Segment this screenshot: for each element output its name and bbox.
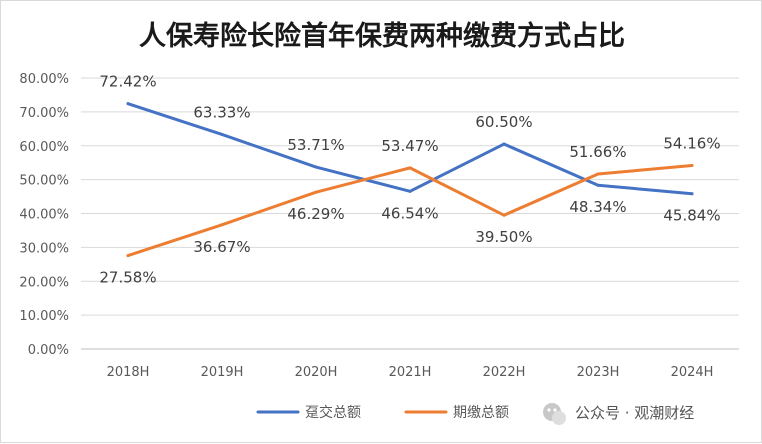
axis-labels: 0.00% 10.00% 20.00% 30.00% 40.00% 50.00% 60.00…	[19, 72, 713, 380]
y-tick-label: 30.00%	[19, 241, 69, 256]
data-label: 46.54%	[381, 204, 438, 222]
data-label: 39.50%	[475, 228, 532, 246]
y-tick-label: 70.00%	[19, 106, 69, 121]
wechat-icon	[543, 403, 566, 425]
data-point	[126, 102, 130, 106]
data-label: 45.84%	[663, 207, 720, 225]
data-point	[690, 164, 694, 168]
y-tick-label: 80.00%	[19, 72, 69, 87]
watermark-text: 公众号 · 观潮财经	[575, 404, 694, 422]
watermark: 公众号 · 观潮财经	[543, 403, 694, 425]
data-labels: 72.42% 63.33% 53.71% 46.54% 60.50% 48.34% 45.8…	[99, 73, 720, 287]
y-tick-label: 60.00%	[19, 140, 69, 155]
data-label: 46.29%	[287, 205, 344, 223]
legend-label: 趸交总额	[305, 404, 361, 421]
data-label: 27.58%	[99, 269, 156, 287]
data-point	[690, 192, 694, 196]
legend: 趸交总额 期缴总额	[256, 404, 509, 421]
data-label: 51.66%	[569, 143, 626, 161]
x-tick-label: 2024H	[671, 365, 714, 380]
x-tick-label: 2022H	[483, 365, 526, 380]
data-point	[314, 165, 318, 169]
data-label: 48.34%	[569, 198, 626, 216]
data-point	[408, 166, 412, 170]
legend-label: 期缴总额	[453, 405, 509, 421]
y-tick-label: 10.00%	[19, 309, 69, 324]
x-tick-label: 2021H	[389, 365, 432, 380]
y-tick-label: 0.00%	[28, 343, 69, 358]
data-point	[314, 190, 318, 194]
y-tick-label: 50.00%	[19, 174, 69, 189]
x-tick-label: 2019H	[201, 365, 244, 380]
data-label: 72.42%	[99, 73, 156, 91]
series-lines	[126, 102, 694, 258]
data-label: 53.47%	[381, 137, 438, 155]
x-tick-label: 2023H	[577, 365, 620, 380]
data-label: 36.67%	[193, 238, 250, 256]
y-tick-label: 20.00%	[19, 275, 69, 290]
data-label: 63.33%	[193, 103, 250, 121]
data-point	[126, 254, 130, 258]
data-point	[502, 142, 506, 146]
data-point	[220, 223, 224, 227]
data-point	[596, 172, 600, 176]
x-tick-label: 2018H	[107, 365, 150, 380]
chart-title: 人保寿险长险首年保费两种缴费方式占比	[139, 20, 625, 52]
y-tick-label: 40.00%	[19, 208, 69, 223]
data-point	[596, 183, 600, 187]
data-point	[502, 213, 506, 217]
data-point	[220, 132, 224, 136]
gridlines	[81, 77, 739, 350]
x-tick-label: 2020H	[295, 365, 338, 380]
data-label: 54.16%	[663, 135, 720, 153]
data-label: 60.50%	[475, 113, 532, 131]
data-label: 53.71%	[287, 136, 344, 154]
data-point	[408, 189, 412, 193]
